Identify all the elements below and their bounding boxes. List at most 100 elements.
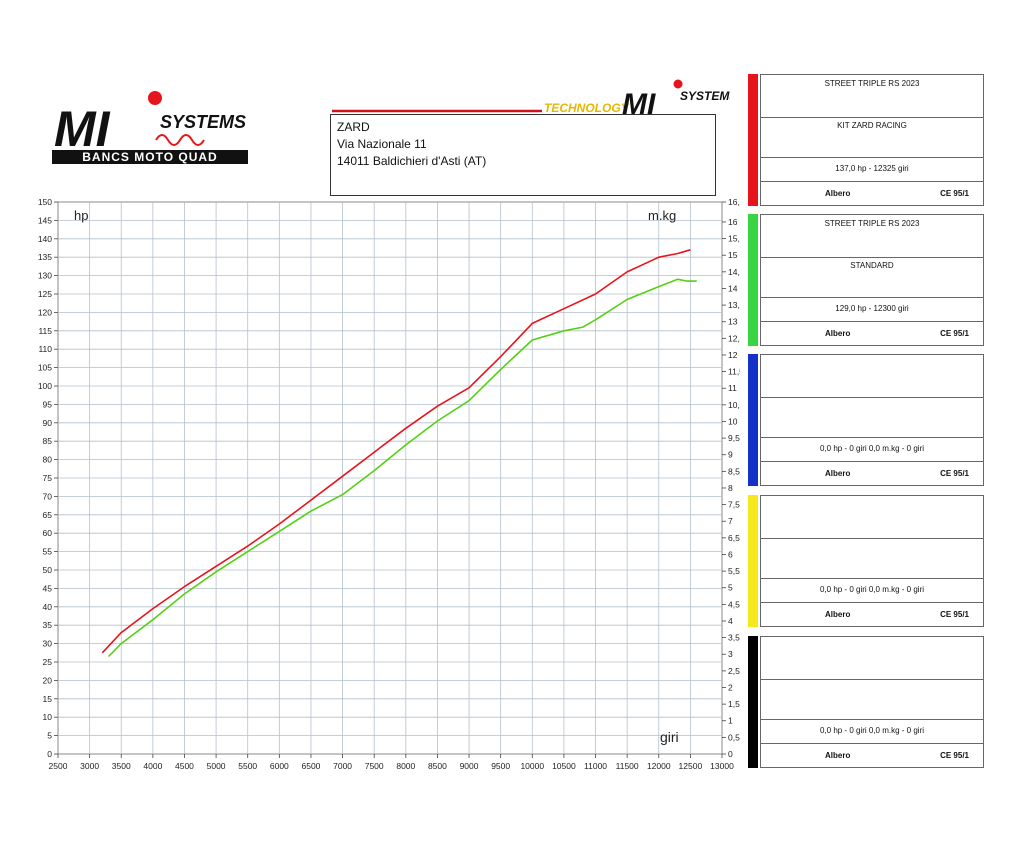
y2-tick-label: 2 [728,682,733,692]
y-tick-label: 55 [43,547,53,557]
y-tick-label: 25 [43,657,53,667]
y-tick-label: 140 [38,234,52,244]
run-color-bar [748,354,758,486]
y2-tick-label: 7 [728,516,733,526]
y2-tick-label: 16 [728,217,738,227]
x-tick-label: 6500 [301,761,320,771]
x-tick-label: 12500 [679,761,703,771]
x-tick-label: 12000 [647,761,671,771]
logo-subtitle: SYSTEMS [160,112,246,132]
y2-tick-label: 9 [728,450,733,460]
y2-tick-label: 14 [728,283,738,293]
y-tick-label: 110 [38,344,52,354]
logo-right-dot [673,79,683,89]
chart-series [101,249,697,658]
run-footer: Albero CE 95/1 [761,743,983,769]
x-tick-label: 7000 [333,761,352,771]
y-tick-label: 135 [38,252,52,262]
y-tick-label: 115 [38,326,52,336]
y2-tick-label: 12 [728,350,738,360]
run-footer: Albero CE 95/1 [761,461,983,487]
x-tick-label: 9500 [491,761,510,771]
x-tick-label: 6000 [270,761,289,771]
run-standard-label: CE 95/1 [940,751,969,760]
y2-tick-label: 1 [728,716,733,726]
y-tick-label: 75 [43,473,53,483]
run-info-box: 0,0 hp - 0 giri 0,0 m.kg - 0 giri Albero C… [760,636,984,768]
run-footer: Albero CE 95/1 [761,321,983,347]
y-tick-label: 60 [43,528,53,538]
y2-tick-label: 11,5 [728,367,740,377]
y2-tick-label: 15,5 [728,234,740,244]
run-model: STREET TRIPLE RS 2023 [761,215,983,258]
run-config: STANDARD [761,257,983,298]
y-tick-label: 105 [38,363,52,373]
x-tick-label: 7500 [365,761,384,771]
run-result: 0,0 hp - 0 giri 0,0 m.kg - 0 giri [761,437,983,462]
y-axis-ticks: 0 5 10 15 20 25 30 35 40 45 50 55 60 65 70 75 80 85 90 95 10… [38,197,58,759]
y2-tick-label: 13 [728,317,738,327]
y2-tick-label: 5,5 [728,566,740,576]
y2-axis-label: m.kg [648,208,676,223]
y2-tick-label: 12,5 [728,333,740,343]
run-model: STREET TRIPLE RS 2023 [761,75,983,118]
run-config [761,679,983,720]
y2-tick-label: 11 [728,383,737,393]
run-panel-2: STREET TRIPLE RS 2023 STANDARD 129,0 hp - … [748,214,984,346]
y2-tick-label: 0,5 [728,732,740,742]
y2-tick-label: 6 [728,549,733,559]
address-box: ZARD Via Nazionale 11 14011 Baldichieri … [330,114,716,196]
run-color-bar [748,74,758,206]
y2-axis-ticks: 00,511,522,533,544,555,566,577,588,599,5… [722,197,740,759]
chart-grid [57,201,723,755]
y2-tick-label: 6,5 [728,533,740,543]
logo-tagline-bar [52,150,248,164]
y-tick-label: 20 [43,675,53,685]
y2-tick-label: 0 [728,749,733,759]
x-tick-label: 2500 [49,761,68,771]
x-tick-label: 5500 [238,761,257,771]
run-result: 129,0 hp - 12300 giri [761,297,983,322]
y2-tick-label: 2,5 [728,666,740,676]
x-tick-label: 4000 [143,761,162,771]
y2-tick-label: 14,5 [728,267,740,277]
y2-tick-label: 3 [728,649,733,659]
y2-tick-label: 10,5 [728,400,740,410]
logo-brand: MI [54,101,111,157]
y-tick-label: 90 [43,418,53,428]
y2-tick-label: 3,5 [728,633,740,643]
x-tick-label: 8000 [396,761,415,771]
x-tick-label: 3500 [112,761,131,771]
x-axis-label: giri [660,729,679,745]
run-drive-label: Albero [825,610,851,619]
y-axis-label: hp [74,208,88,223]
y2-tick-label: 10 [728,416,738,426]
y-tick-label: 50 [43,565,53,575]
y2-tick-label: 5 [728,583,733,593]
run-drive-label: Albero [825,189,851,198]
x-tick-label: 9000 [460,761,479,771]
run-config [761,397,983,438]
run-color-bar [748,214,758,346]
run-info-box: STREET TRIPLE RS 2023 STANDARD 129,0 hp - … [760,214,984,346]
x-tick-label: 8500 [428,761,447,771]
run-result: 137,0 hp - 12325 giri [761,157,983,182]
x-tick-label: 3000 [80,761,99,771]
run-panel-4: 0,0 hp - 0 giri 0,0 m.kg - 0 giri Albero C… [748,495,984,627]
run-drive-label: Albero [825,469,851,478]
run-drive-label: Albero [825,329,851,338]
run-color-bar [748,495,758,627]
address-street: Via Nazionale 11 [337,137,427,151]
y-tick-label: 85 [43,436,53,446]
x-tick-label: 4500 [175,761,194,771]
x-tick-label: 11000 [584,761,607,771]
y-tick-label: 80 [43,455,53,465]
y-tick-label: 100 [38,381,52,391]
y-tick-label: 35 [43,620,53,630]
logo-wave [155,134,205,146]
technology-logo: TECHNOLOGY MI SYSTEMS [332,79,730,116]
run-standard-label: CE 95/1 [940,189,969,198]
y2-tick-label: 8,5 [728,466,740,476]
y-tick-label: 65 [43,510,53,520]
logo-right-subtitle: SYSTEMS [680,89,730,103]
